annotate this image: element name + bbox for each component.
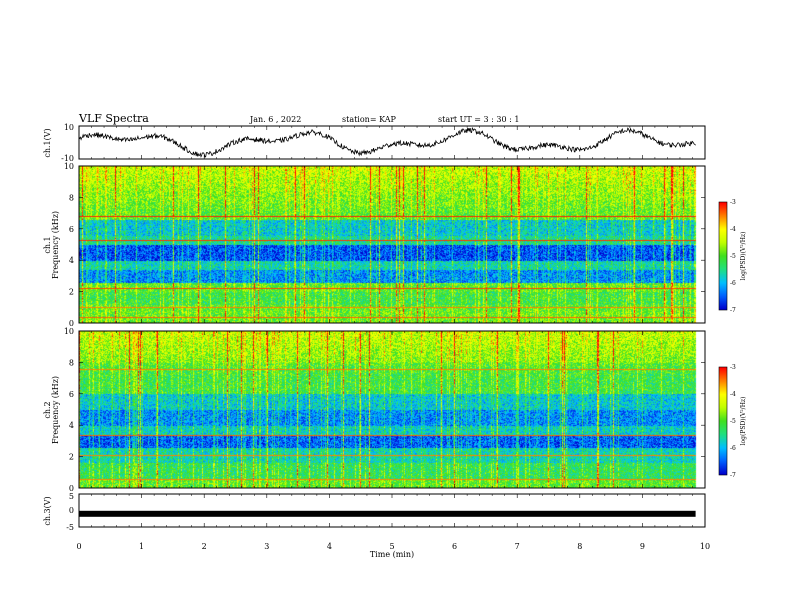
ch3-ytick-bottom: -5 — [66, 523, 74, 532]
x-tick-label: 4 — [327, 542, 332, 551]
ch1-spec-ylabel: ch.1 — [43, 236, 52, 253]
ch3-ytick-mid: 0 — [69, 506, 74, 515]
x-tick-label: 1 — [139, 542, 144, 551]
ch2-colorbar-label: log(PSD)(V²/Hz) — [740, 397, 747, 446]
colorbar-tick-label: -3 — [730, 199, 736, 206]
colorbar-tick-label: -6 — [730, 445, 736, 452]
x-tick-label: 3 — [264, 542, 269, 551]
x-tick-label: 9 — [640, 542, 645, 551]
figure-title: VLF Spectra — [78, 112, 149, 125]
ch3-waveform-trace — [79, 510, 696, 517]
colorbar-tick-label: -7 — [730, 472, 736, 479]
ch1-spectrogram-image — [79, 166, 705, 323]
ch1-waveform-trace — [78, 126, 696, 158]
colorbar-tick-label: -5 — [730, 418, 736, 425]
freq-tick-label: 0 — [69, 319, 74, 328]
colorbar-tick-label: -5 — [730, 253, 736, 260]
ch1-ytick-bottom: -10 — [61, 154, 74, 163]
freq-tick-label: 2 — [69, 288, 74, 297]
freq-tick-label: 10 — [64, 327, 74, 336]
x-tick-label: 6 — [452, 542, 457, 551]
ch1-ytick-top: 10 — [64, 123, 74, 132]
x-tick-label: 8 — [577, 542, 582, 551]
freq-tick-label: 6 — [69, 225, 74, 234]
freq-tick-label: 2 — [69, 453, 74, 462]
x-tick-label: 0 — [76, 542, 81, 551]
colorbar-tick-label: -3 — [730, 364, 736, 371]
ch1-spectrogram-panel: 0 2 4 6 8 10 ch.1 Frequency (kHz) — [43, 162, 706, 328]
time-x-axis: 0 1 2 3 4 5 6 7 8 9 10 — [76, 126, 710, 551]
ch3-ytick-top: 5 — [69, 492, 74, 501]
ch2-spec-ylabel2: Frequency (kHz) — [51, 376, 60, 444]
ch2-colorbar: -3 -4 -5 -6 -7 log(PSD)(V²/Hz) — [718, 364, 747, 479]
station-label: station= KAP — [342, 115, 397, 124]
date-label: Jan. 6 , 2022 — [249, 115, 301, 124]
colorbar-tick-label: -4 — [730, 391, 736, 398]
ch2-spectrogram-image — [79, 331, 705, 488]
freq-tick-label: 8 — [69, 193, 74, 202]
x-tick-label: 5 — [389, 542, 394, 551]
freq-tick-label: 6 — [69, 390, 74, 399]
colorbar-tick-label: -7 — [730, 307, 736, 314]
x-tick-label: 10 — [700, 542, 710, 551]
ch3-waveform-panel: 5 0 -5 ch.3(V) — [43, 492, 706, 532]
ch1-waveform-panel: 10 -10 ch.1(V) — [43, 123, 706, 163]
freq-tick-label: 4 — [69, 256, 74, 265]
colorbar-tick-label: -6 — [730, 280, 736, 287]
ch1-colorbar-label: log(PSD)(V²/Hz) — [740, 232, 747, 281]
ch3-wave-ylabel: ch.3(V) — [43, 496, 52, 525]
ch1-colorbar: -3 -4 -5 -6 -7 log(PSD)(V²/Hz) — [718, 199, 747, 314]
colorbar-tick-label: -4 — [730, 226, 736, 233]
freq-tick-label: 0 — [69, 484, 74, 493]
x-axis-label: Time (min) — [370, 550, 414, 559]
ch1-wave-ylabel: ch.1(V) — [43, 128, 52, 157]
ch2-spectrogram-panel: 0 2 4 6 8 10 ch.2 Frequency (kHz) — [43, 327, 706, 493]
x-tick-label: 2 — [202, 542, 207, 551]
start-time-label: start UT = 3 : 30 : 1 — [438, 115, 519, 124]
freq-tick-label: 10 — [64, 162, 74, 171]
x-tick-label: 7 — [515, 542, 520, 551]
ch2-spec-ylabel: ch.2 — [43, 401, 52, 418]
freq-tick-label: 8 — [69, 358, 74, 367]
ch1-spec-ylabel2: Frequency (kHz) — [51, 211, 60, 279]
freq-tick-label: 4 — [69, 421, 74, 430]
